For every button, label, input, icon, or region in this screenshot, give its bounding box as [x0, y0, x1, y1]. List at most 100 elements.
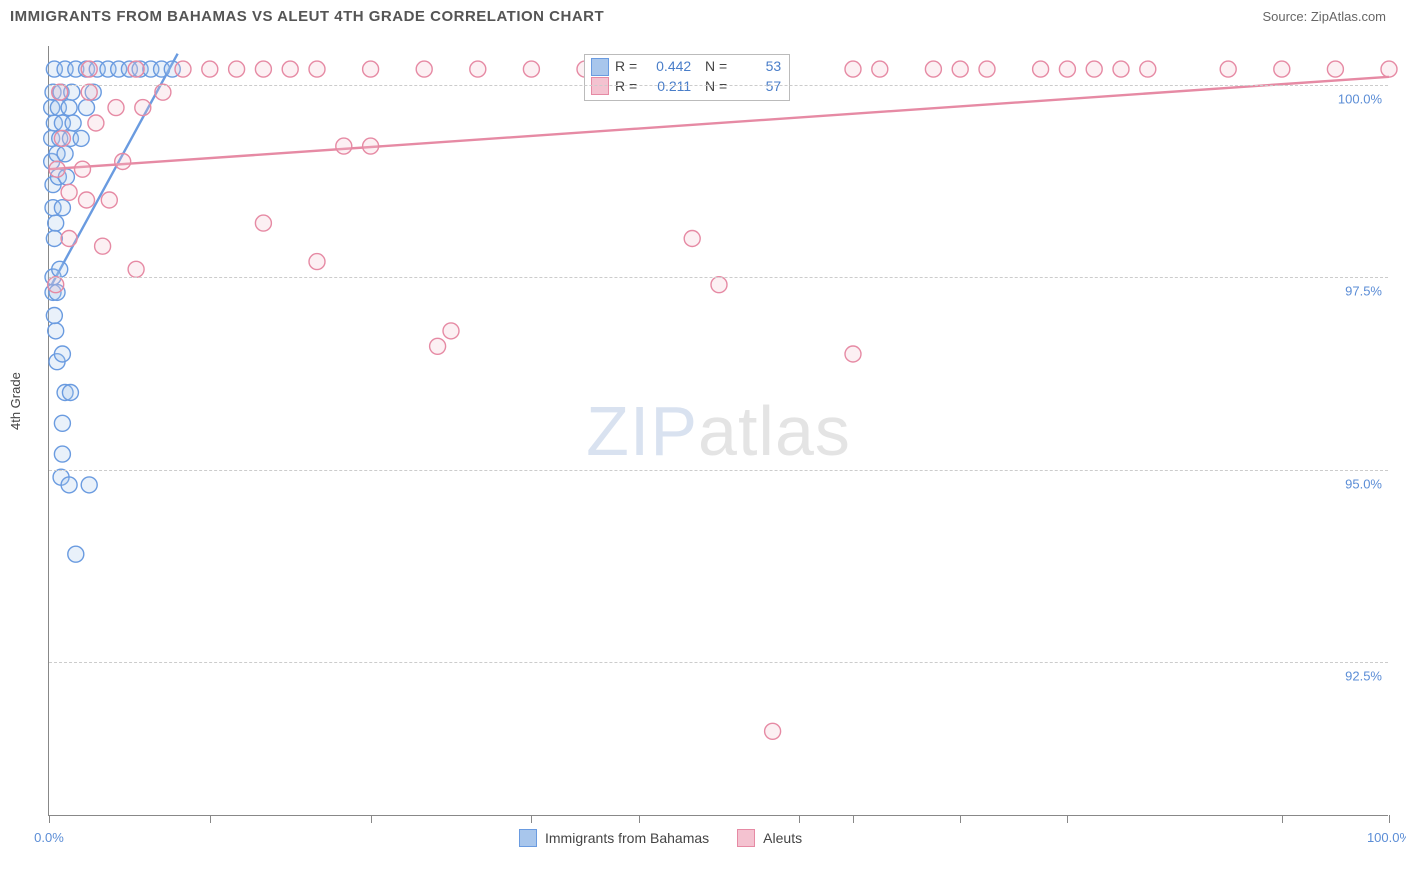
data-point [1327, 61, 1343, 77]
data-point [52, 84, 68, 100]
swatch-series1-bottom [519, 829, 537, 847]
correlation-legend: R = 0.442 N = 53 R = 0.211 N = 57 [584, 54, 790, 101]
series-legend: Immigrants from Bahamas Aleuts [519, 829, 802, 847]
data-point [155, 84, 171, 100]
y-tick-label: 95.0% [1345, 476, 1382, 491]
y-tick-label: 100.0% [1338, 91, 1382, 106]
y-axis-label: 4th Grade [8, 372, 23, 430]
data-point [1033, 61, 1049, 77]
data-point [711, 277, 727, 293]
source-attribution: Source: ZipAtlas.com [1262, 9, 1386, 24]
data-point [845, 61, 861, 77]
data-point [128, 261, 144, 277]
y-tick-label: 92.5% [1345, 669, 1382, 684]
data-point [336, 138, 352, 154]
chart-plot-area: ZIPatlas R = 0.442 N = 53 R = 0.211 N = … [48, 46, 1388, 816]
data-point [46, 231, 62, 247]
x-tick-label-right: 100.0% [1367, 830, 1406, 845]
x-tick-mark [49, 815, 50, 823]
data-point [430, 338, 446, 354]
data-point [872, 61, 888, 77]
gridline [49, 662, 1388, 663]
data-point [1381, 61, 1397, 77]
data-point [95, 238, 111, 254]
data-point [48, 215, 64, 231]
data-point [65, 115, 81, 131]
data-point [1274, 61, 1290, 77]
data-point [61, 477, 77, 493]
data-point [363, 138, 379, 154]
data-point [54, 446, 70, 462]
x-tick-mark [210, 815, 211, 823]
data-point [309, 254, 325, 270]
r-value-series1: 0.442 [643, 57, 691, 77]
data-point [1059, 61, 1075, 77]
data-point [523, 61, 539, 77]
swatch-series2 [591, 77, 609, 95]
gridline [49, 470, 1388, 471]
n-value-series1: 53 [733, 57, 781, 77]
data-point [73, 130, 89, 146]
data-point [88, 115, 104, 131]
gridline [49, 85, 1388, 86]
data-point [49, 161, 65, 177]
data-point [684, 231, 700, 247]
data-point [282, 61, 298, 77]
data-point [46, 308, 62, 324]
data-point [229, 61, 245, 77]
data-point [79, 100, 95, 116]
data-point [57, 146, 73, 162]
data-point [1113, 61, 1129, 77]
legend-item-series1: Immigrants from Bahamas [519, 829, 709, 847]
data-point [48, 323, 64, 339]
data-point [81, 61, 97, 77]
data-point [81, 477, 97, 493]
legend-item-series2: Aleuts [737, 829, 802, 847]
data-point [255, 61, 271, 77]
data-point [135, 100, 151, 116]
x-tick-mark [960, 815, 961, 823]
x-tick-mark [639, 815, 640, 823]
data-point [470, 61, 486, 77]
x-tick-mark [853, 815, 854, 823]
data-point [845, 346, 861, 362]
data-point [54, 130, 70, 146]
data-point [108, 100, 124, 116]
x-tick-mark [1067, 815, 1068, 823]
data-point [61, 231, 77, 247]
legend-label-series1: Immigrants from Bahamas [545, 830, 709, 846]
data-point [363, 61, 379, 77]
x-tick-label-left: 0.0% [34, 830, 64, 845]
data-point [61, 100, 77, 116]
x-tick-mark [371, 815, 372, 823]
data-point [443, 323, 459, 339]
swatch-series1 [591, 58, 609, 76]
data-point [925, 61, 941, 77]
gridline [49, 277, 1388, 278]
data-point [62, 385, 78, 401]
data-point [54, 346, 70, 362]
x-tick-mark [1282, 815, 1283, 823]
scatter-svg [49, 46, 1388, 815]
legend-row-series1: R = 0.442 N = 53 [591, 57, 781, 77]
data-point [68, 546, 84, 562]
data-point [54, 415, 70, 431]
data-point [48, 277, 64, 293]
data-point [202, 61, 218, 77]
data-point [979, 61, 995, 77]
data-point [115, 154, 131, 170]
data-point [1220, 61, 1236, 77]
data-point [309, 61, 325, 77]
x-tick-mark [799, 815, 800, 823]
data-point [1140, 61, 1156, 77]
data-point [128, 61, 144, 77]
legend-row-series2: R = 0.211 N = 57 [591, 77, 781, 97]
data-point [765, 723, 781, 739]
chart-title: IMMIGRANTS FROM BAHAMAS VS ALEUT 4TH GRA… [10, 8, 604, 25]
r-value-series2: 0.211 [643, 77, 691, 97]
n-value-series2: 57 [733, 77, 781, 97]
data-point [79, 192, 95, 208]
x-tick-mark [531, 815, 532, 823]
data-point [54, 200, 70, 216]
data-point [52, 261, 68, 277]
